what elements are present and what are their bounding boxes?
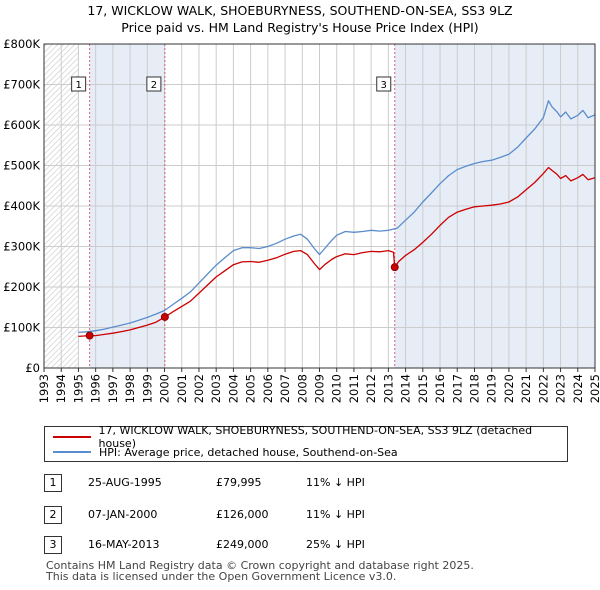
sale-row: 3 16-MAY-2013 £249,000 25% ↓ HPI	[44, 536, 444, 556]
x-tick-label: 2018	[467, 374, 481, 403]
legend-red-label: 17, WICKLOW WALK, SHOEBURYNESS, SOUTHEND…	[98, 424, 533, 450]
footer-line-2: This data is licensed under the Open Gov…	[46, 570, 397, 583]
sale-point	[85, 331, 94, 340]
chart-title: 17, WICKLOW WALK, SHOEBURYNESS, SOUTHEND…	[0, 2, 600, 36]
x-tick-label: 1999	[140, 374, 154, 403]
sale-badge-box	[71, 76, 87, 92]
x-tick-label: 2005	[244, 374, 258, 403]
price-chart: 1 2 3 £0 £100K £200K £300K £400K £500K £600K £700…	[3, 37, 600, 403]
property-price-line	[78, 166, 595, 338]
x-tick-label: 1997	[106, 374, 120, 403]
x-tick-label: 1995	[71, 374, 85, 403]
hpi-line	[78, 100, 595, 334]
plot-frame	[43, 43, 596, 369]
x-tick-label: 2011	[347, 374, 361, 403]
sale-price: £79,995	[216, 476, 262, 489]
y-tick-label: £600K	[3, 118, 40, 132]
sale-badge-label: 1	[75, 80, 81, 91]
sale-badge-box	[376, 76, 392, 92]
x-tick-label: 1994	[54, 374, 68, 403]
x-tick-label: 2016	[433, 374, 447, 403]
x-tick-label: 2025	[588, 374, 600, 403]
x-tick-label: 2010	[330, 374, 344, 403]
sale-date: 16-MAY-2013	[88, 538, 160, 551]
sale-date: 25-AUG-1995	[88, 476, 162, 489]
y-tick-label: £200K	[3, 280, 40, 294]
x-tick-label: 2017	[450, 374, 464, 403]
legend-item-property: 17, WICKLOW WALK, SHOEBURYNESS, SOUTHEND…	[53, 424, 567, 450]
x-tick-label: 2022	[536, 374, 550, 403]
y-tick-label: £700K	[3, 78, 40, 92]
y-tick-label: £0	[25, 361, 40, 375]
x-tick-label: 2000	[158, 374, 172, 403]
sale-hpi-diff: 11% ↓ HPI	[306, 508, 365, 521]
sale-hpi-diff: 11% ↓ HPI	[306, 476, 365, 489]
sale-number-badge: 3	[44, 536, 62, 554]
legend-red-line	[53, 436, 91, 438]
sale-point	[160, 312, 169, 321]
x-tick-label: 2023	[554, 374, 568, 403]
x-tick-label: 2019	[485, 374, 499, 403]
x-tick-label: 2024	[571, 374, 585, 403]
sale-date: 07-JAN-2000	[88, 508, 158, 521]
x-tick-label: 1998	[123, 374, 137, 403]
y-tick-label: £800K	[3, 37, 40, 51]
x-tick-label: 2002	[192, 374, 206, 403]
sale-price: £126,000	[216, 508, 269, 521]
x-tick-label: 2007	[278, 374, 292, 403]
sale-badge-label: 3	[381, 80, 387, 91]
sale-badge-box	[146, 76, 162, 92]
footer-line-1: Contains HM Land Registry data © Crown c…	[46, 559, 474, 572]
sale-number-badge: 2	[44, 506, 62, 524]
x-tick-label: 2013	[381, 374, 395, 403]
x-tick-label: 1993	[37, 374, 51, 403]
x-tick-label: 1996	[89, 374, 103, 403]
title-line-1: 17, WICKLOW WALK, SHOEBURYNESS, SOUTHEND…	[87, 3, 513, 18]
x-tick-label: 2003	[209, 374, 223, 403]
x-tick-label: 2006	[261, 374, 275, 403]
x-tick-label: 2015	[416, 374, 430, 403]
sale-hpi-diff: 25% ↓ HPI	[306, 538, 365, 551]
legend-blue-line	[53, 451, 91, 453]
y-tick-label: £100K	[3, 321, 40, 335]
y-tick-label: £500K	[3, 159, 40, 173]
title-line-2: Price paid vs. HM Land Registry's House …	[121, 20, 479, 35]
x-tick-label: 2001	[175, 374, 189, 403]
x-tick-label: 2014	[399, 374, 413, 403]
sale-badge-label: 2	[151, 80, 157, 91]
sale-row: 2 07-JAN-2000 £126,000 11% ↓ HPI	[44, 506, 444, 526]
y-tick-label: £300K	[3, 240, 40, 254]
x-tick-label: 2020	[502, 374, 516, 403]
sale-number-badge: 1	[44, 474, 62, 492]
x-tick-label: 2009	[313, 374, 327, 403]
legend-item-hpi: HPI: Average price, detached house, Sout…	[53, 445, 398, 459]
x-tick-label: 2021	[519, 374, 533, 403]
legend-blue-label: HPI: Average price, detached house, Sout…	[99, 445, 398, 459]
x-tick-label: 2012	[364, 374, 378, 403]
y-tick-label: £400K	[3, 199, 40, 213]
footer-attribution: Contains HM Land Registry data © Crown c…	[46, 560, 474, 582]
legend: 17, WICKLOW WALK, SHOEBURYNESS, SOUTHEND…	[44, 424, 568, 462]
x-tick-label: 2004	[226, 374, 240, 403]
sale-row: 1 25-AUG-1995 £79,995 11% ↓ HPI	[44, 474, 444, 494]
sale-point	[390, 263, 399, 272]
x-tick-label: 2008	[295, 374, 309, 403]
sale-price: £249,000	[216, 538, 269, 551]
